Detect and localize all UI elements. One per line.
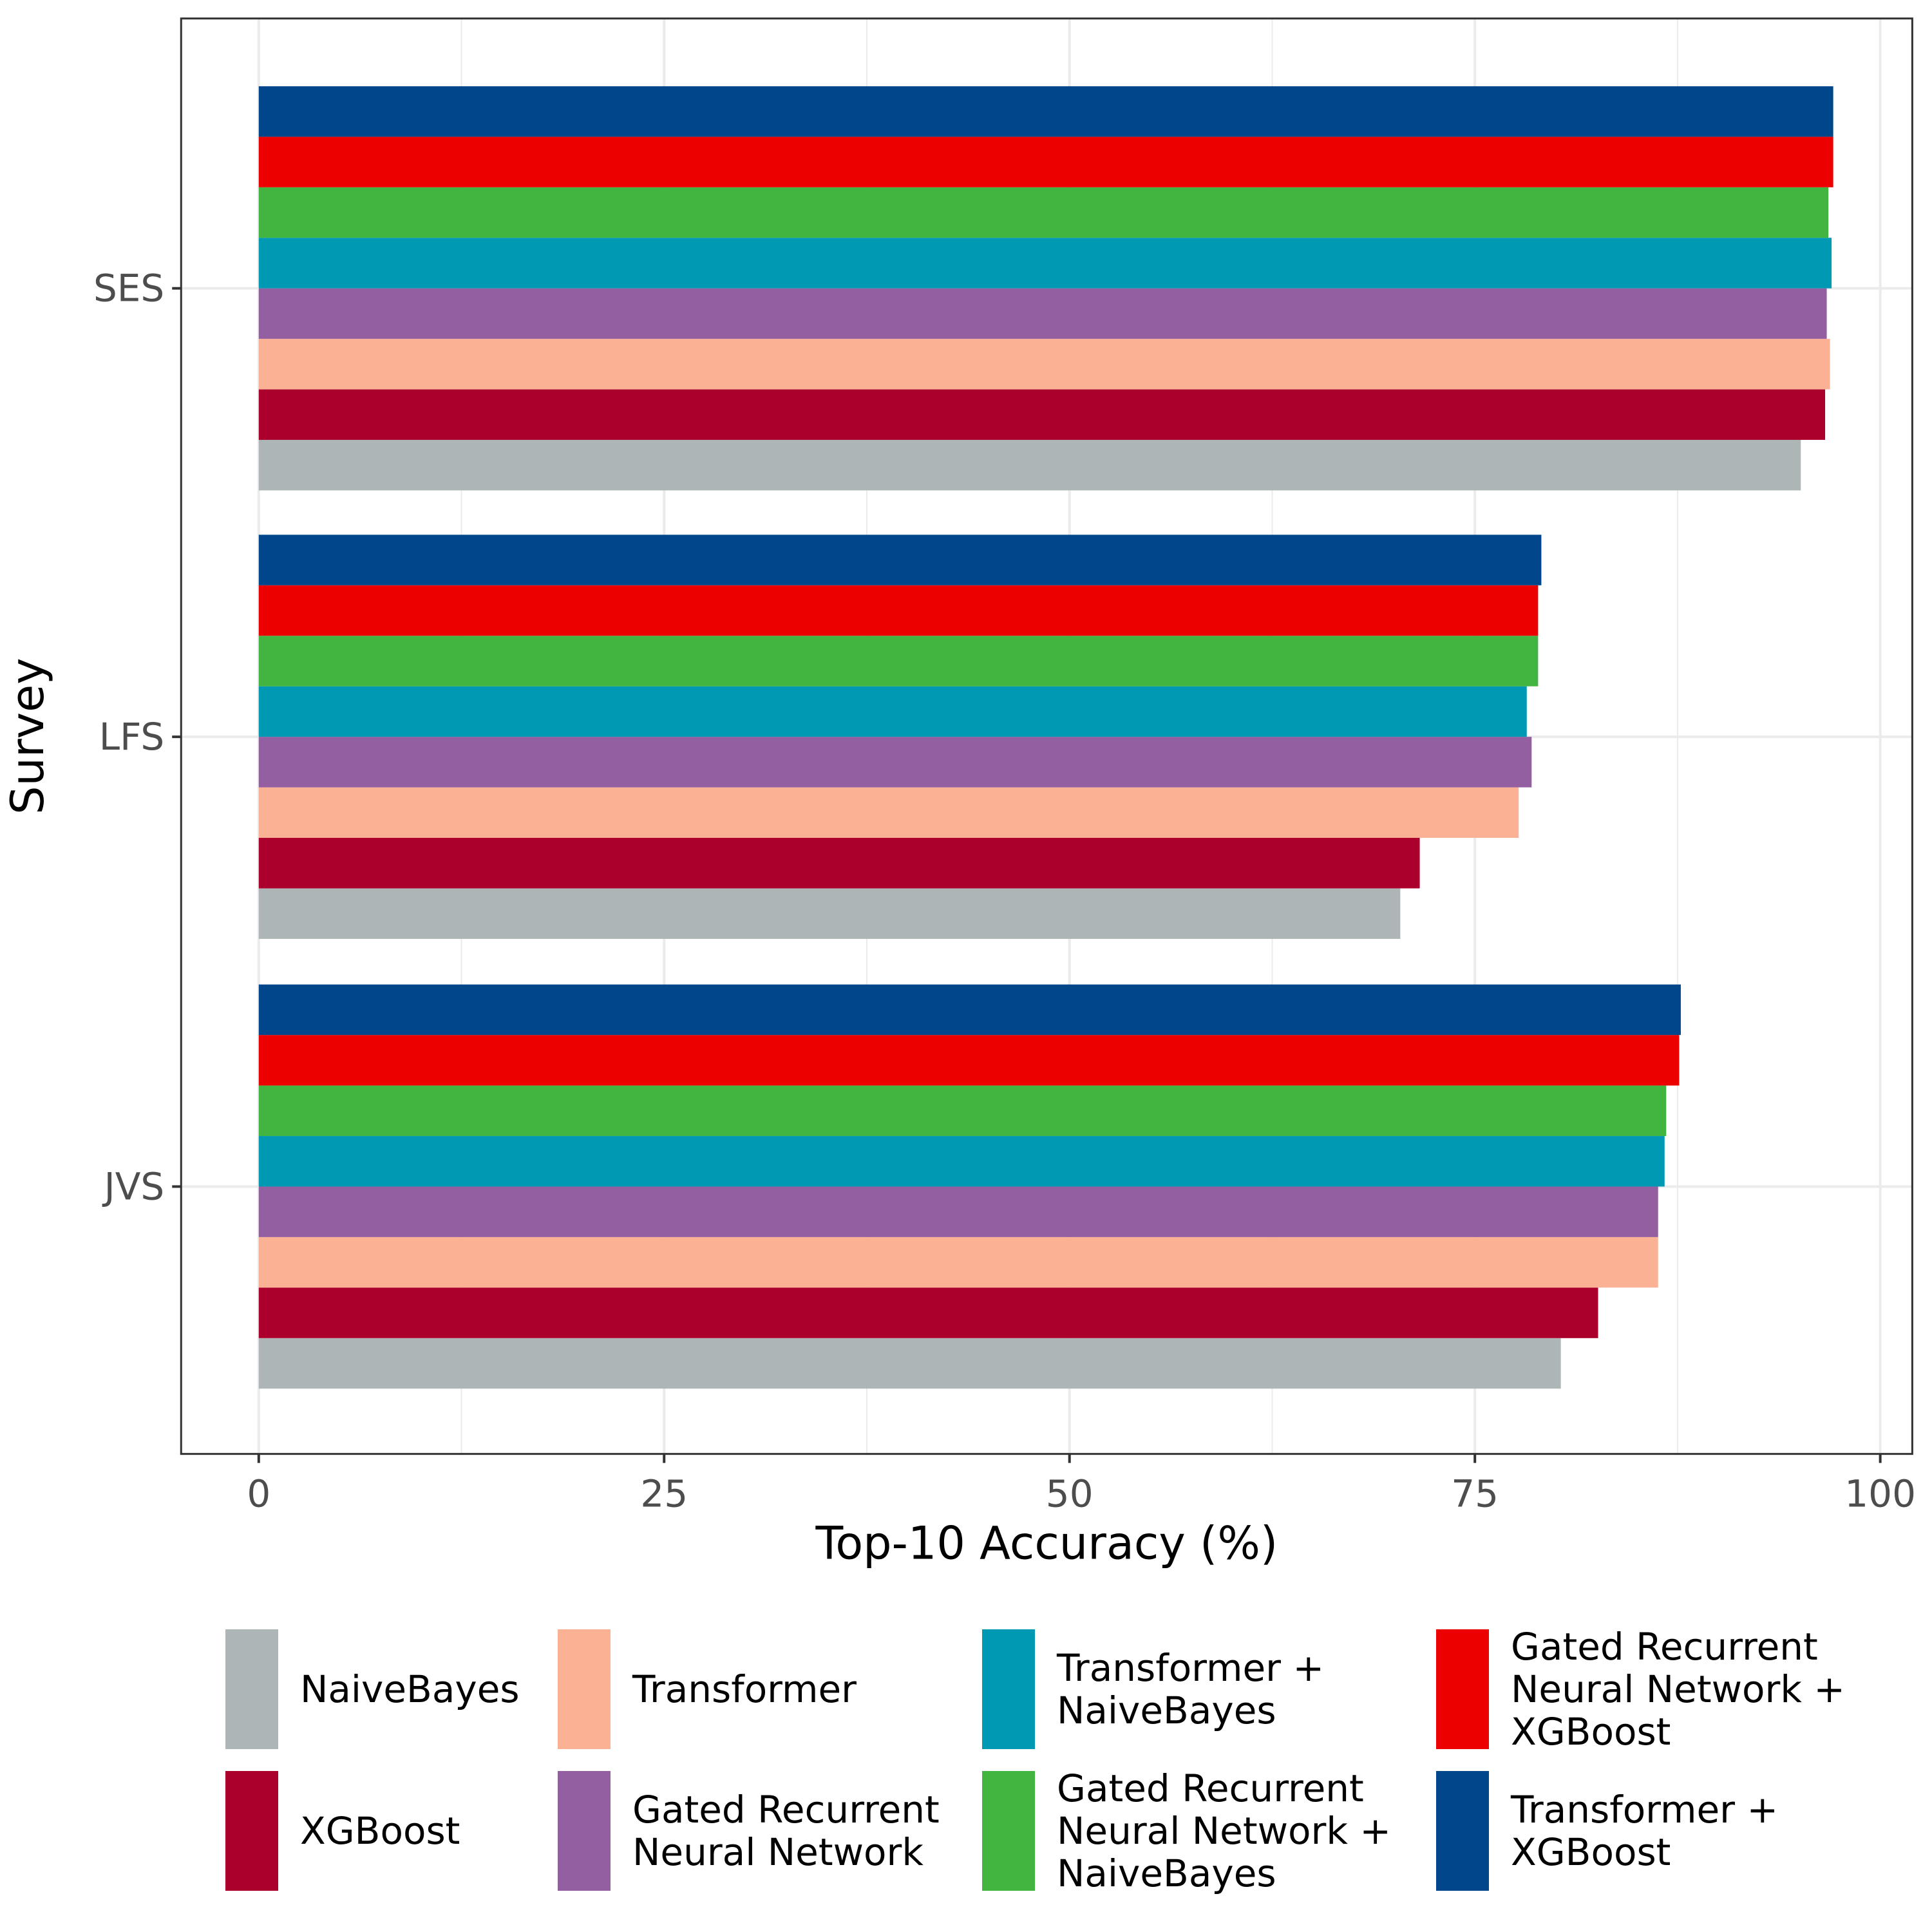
bar-lfs-transformer-naivebayes	[258, 686, 1527, 737]
bar-jvs-gated-recurrent-neural-network-naivebayes	[258, 1085, 1667, 1137]
y-tick-label: SES	[93, 267, 164, 310]
legend-color-key	[558, 1629, 611, 1749]
bars	[258, 86, 1833, 1389]
x-tick-label: 25	[640, 1472, 688, 1516]
bar-ses-transformer	[258, 339, 1830, 390]
bar-lfs-transformer	[258, 787, 1519, 838]
legend-label: Transformer	[632, 1667, 857, 1711]
bar-ses-transformer-naivebayes	[258, 238, 1832, 289]
bar-lfs-gated-recurrent-neural-network-naivebayes	[258, 636, 1539, 687]
bar-lfs-naivebayes	[258, 888, 1401, 939]
bar-jvs-xgboost	[258, 1287, 1598, 1338]
legend-item: XGBoost	[225, 1771, 460, 1891]
legend-item: Gated Recurrent Neural Network	[558, 1771, 940, 1891]
y-tick-label: LFS	[99, 715, 164, 759]
legend-item: Transformer	[558, 1629, 857, 1749]
legend-color-key	[558, 1771, 611, 1891]
bar-lfs-gated-recurrent-neural-network-xgboost	[258, 585, 1539, 636]
bar-jvs-gated-recurrent-neural-network-xgboost	[258, 1035, 1680, 1086]
bar-ses-gated-recurrent-neural-network-xgboost	[258, 137, 1833, 187]
bar-lfs-transformer-xgboost	[258, 535, 1542, 585]
bar-ses-transformer-xgboost	[258, 86, 1833, 137]
bar-jvs-gated-recurrent-neural-network	[258, 1186, 1658, 1237]
y-axis-title: Survey	[1, 658, 54, 815]
legend-label: NaiveBayes	[300, 1667, 520, 1711]
legend-color-key	[225, 1771, 278, 1891]
legend-label: Gated Recurrent Neural Network	[632, 1788, 940, 1874]
x-tick-label: 50	[1046, 1472, 1094, 1516]
legend-label: XGBoost	[300, 1809, 460, 1853]
legend-color-key	[1436, 1771, 1489, 1891]
legend-item: Gated Recurrent Neural Network + XGBoost	[1436, 1625, 1845, 1753]
bar-lfs-xgboost	[258, 838, 1420, 889]
bar-ses-gated-recurrent-neural-network-naivebayes	[258, 187, 1829, 238]
legend-label: Transformer + XGBoost	[1511, 1788, 1779, 1874]
legend-item: NaiveBayes	[225, 1629, 520, 1749]
bar-ses-xgboost	[258, 389, 1826, 440]
y-tick-label: JVS	[102, 1164, 165, 1208]
x-axis-title: Top-10 Accuracy (%)	[815, 1517, 1278, 1569]
bar-jvs-transformer-xgboost	[258, 984, 1681, 1036]
bar-lfs-gated-recurrent-neural-network	[258, 737, 1532, 788]
legend-item: Transformer + NaiveBayes	[982, 1629, 1324, 1749]
legend-color-key	[1436, 1629, 1489, 1749]
legend-item: Transformer + XGBoost	[1436, 1771, 1778, 1891]
legend-label: Transformer + NaiveBayes	[1057, 1646, 1325, 1732]
bar-jvs-transformer	[258, 1236, 1658, 1288]
legend-item: Gated Recurrent Neural Network + NaiveBa…	[982, 1767, 1391, 1895]
bar-ses-naivebayes	[258, 440, 1801, 491]
legend-label: Gated Recurrent Neural Network + XGBoost	[1511, 1625, 1845, 1754]
bar-jvs-transformer-naivebayes	[258, 1136, 1665, 1187]
legend: NaiveBayes XGBoost Transformer Gated Recurr…	[225, 1625, 1900, 1913]
legend-color-key	[225, 1629, 278, 1749]
x-tick-label: 75	[1451, 1472, 1499, 1516]
legend-color-key	[982, 1771, 1035, 1891]
bar-ses-gated-recurrent-neural-network	[258, 288, 1827, 339]
x-tick-label: 0	[247, 1472, 270, 1516]
legend-color-key	[982, 1629, 1035, 1749]
legend-label: Gated Recurrent Neural Network + NaiveBa…	[1057, 1766, 1391, 1895]
bar-jvs-naivebayes	[258, 1338, 1561, 1389]
axes: 0 25 50 75 100 SES LFS JVS	[93, 267, 1916, 1516]
x-tick-label: 100	[1844, 1472, 1916, 1516]
